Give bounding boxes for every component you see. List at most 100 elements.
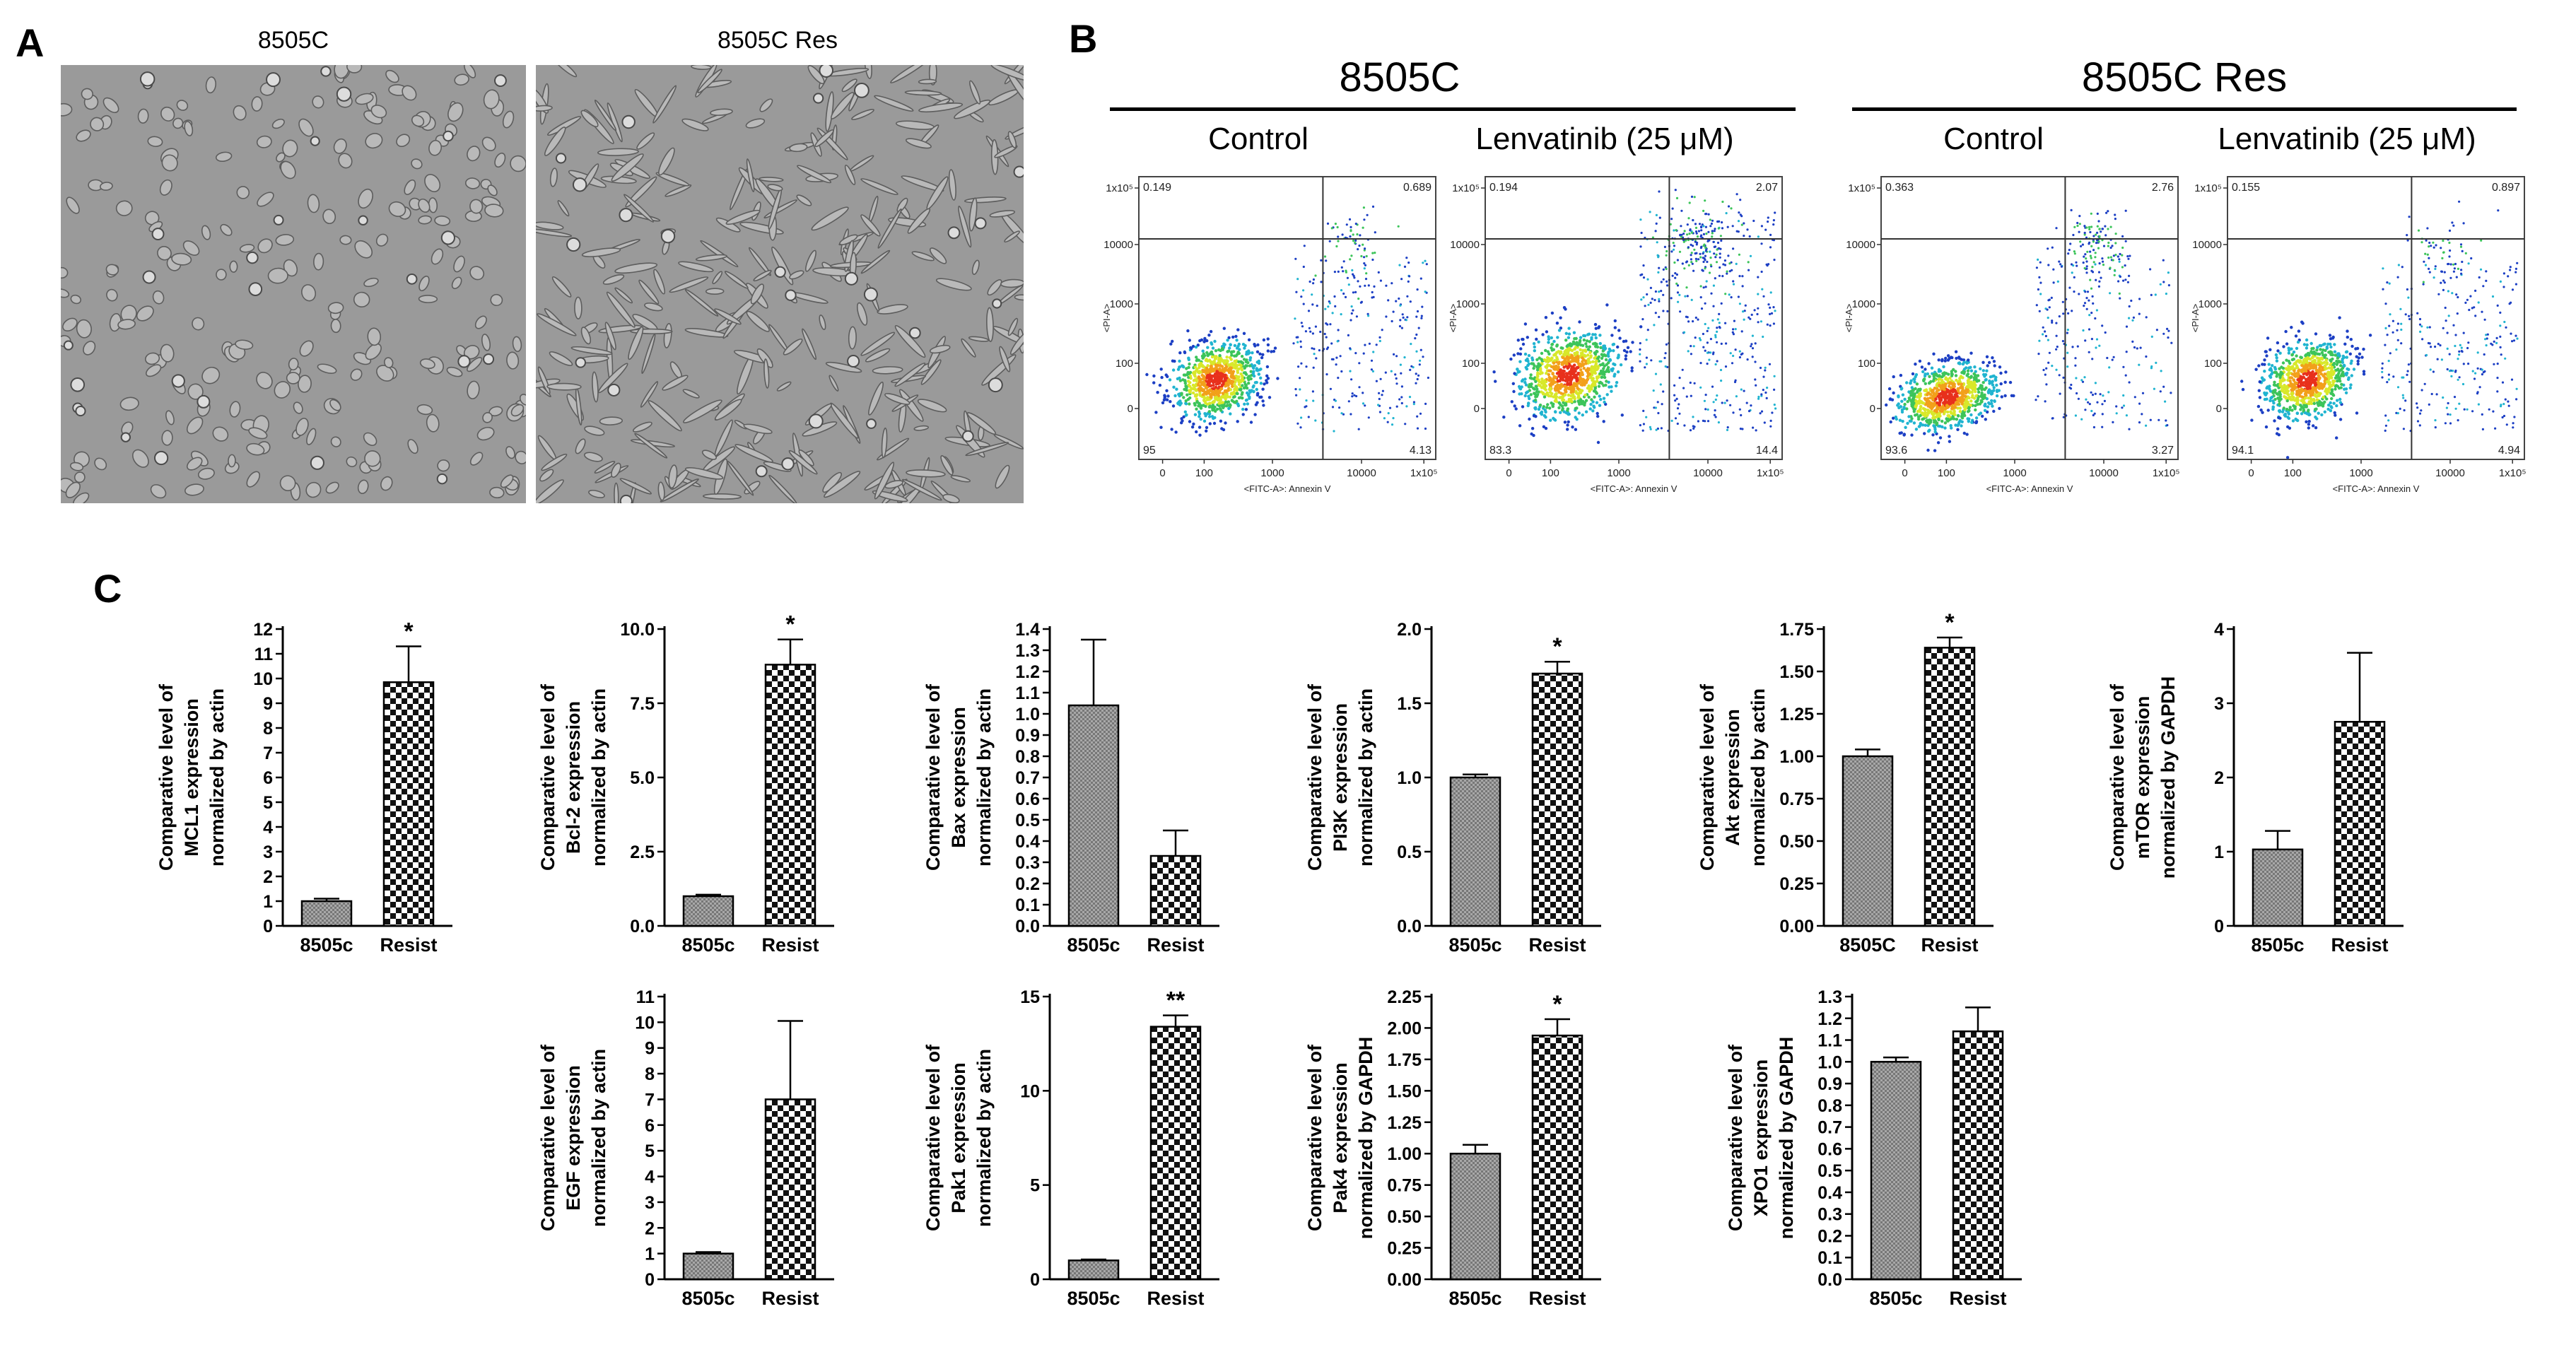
cell [106,288,118,302]
event-dot [1408,396,1412,399]
quadrant-value-upper-right: 0.689 [1403,182,1432,194]
cell [877,304,908,315]
event-dot [2095,338,2099,341]
rounded-cell [358,215,368,226]
event-dot [1940,359,1944,363]
cell [684,328,729,338]
quadrant-value-lower-left: 93.6 [1885,445,1907,457]
event-dot [1918,408,1921,411]
event-dot [2109,225,2112,228]
event-dot [1544,410,1547,414]
cell [161,430,173,446]
x-tick-label: 10000 [1693,467,1723,479]
event-dot [1967,358,1970,362]
event-dot [1653,406,1656,409]
y-tick-label: 100 [1462,358,1480,370]
rounded-cell [619,208,633,223]
event-dot [1760,225,1763,228]
x-tick-label: 1000 [1260,467,1284,479]
event-dot [1569,386,1573,389]
event-dot [1197,410,1201,413]
event-dot [1583,402,1586,406]
event-dot [2305,420,2308,423]
cell [614,262,658,274]
event-dot [1747,269,1750,271]
cell [684,466,724,480]
event-dot [1243,365,1247,369]
event-dot [1926,411,1930,415]
event-dot [1773,388,1776,391]
cell [506,351,520,370]
event-dot [2071,271,2073,274]
event-dot [1956,413,1960,418]
event-dot [1401,313,1404,316]
event-dot [1197,404,1201,408]
event-dot [1702,257,1704,259]
event-dot [1731,331,1734,334]
event-dot [1386,421,1389,423]
cell [354,240,373,259]
event-dot [2085,257,2088,260]
cell [416,404,433,416]
cell [625,176,657,208]
event-dot [1690,261,1693,264]
event-dot [1210,355,1214,359]
cell [581,247,621,257]
cell [1014,294,1024,301]
event-dot [1599,372,1603,375]
cell [434,216,451,226]
event-dot [2102,394,2104,397]
event-dot [1615,381,1619,384]
event-dot [1325,259,1328,262]
event-dot [1714,398,1717,401]
event-dot [2302,343,2307,346]
event-dot [1723,259,1726,262]
event-dot [1370,368,1373,371]
event-dot [1556,336,1559,339]
event-dot [1699,235,1702,238]
event-dot [1296,422,1299,425]
event-dot [1695,243,1698,246]
event-dot [2055,368,2058,371]
event-dot [1575,384,1579,388]
event-dot [1716,248,1719,251]
event-dot [1579,336,1583,339]
cell [502,110,515,129]
event-dot [1603,372,1606,377]
cell [725,209,761,225]
cell [117,319,136,330]
event-dot [1696,235,1699,238]
event-dot [2042,368,2045,372]
event-dot [2138,298,2141,300]
event-dot [1718,312,1721,315]
event-dot [1211,404,1214,407]
quadrant-value-upper-right: 2.07 [1756,182,1778,194]
event-dot [1967,396,1971,400]
event-dot [1992,360,1996,363]
event-dot [2122,394,2125,397]
event-dot [1532,342,1536,346]
event-dot [1191,387,1195,391]
event-dot [1559,384,1562,388]
event-dot [1911,372,1915,376]
event-dot [1958,362,1962,365]
event-dot [1416,377,1419,381]
event-dot [1345,271,1347,274]
event-dot [1346,276,1349,279]
cell [968,336,990,342]
event-dot [1588,375,1592,380]
event-dot [2073,252,2076,255]
event-dot [1262,404,1265,407]
event-dot [1992,389,1996,392]
event-dot [2107,256,2110,259]
cell [131,449,149,468]
event-dot [1349,370,1352,372]
event-dot [2044,334,2047,338]
event-dot [1355,394,1358,398]
cell [990,65,1024,81]
event-dot [1178,365,1182,369]
event-dot [1588,345,1591,348]
event-dot [2124,264,2126,267]
event-dot [1218,388,1222,392]
rounded-cell [781,457,795,471]
